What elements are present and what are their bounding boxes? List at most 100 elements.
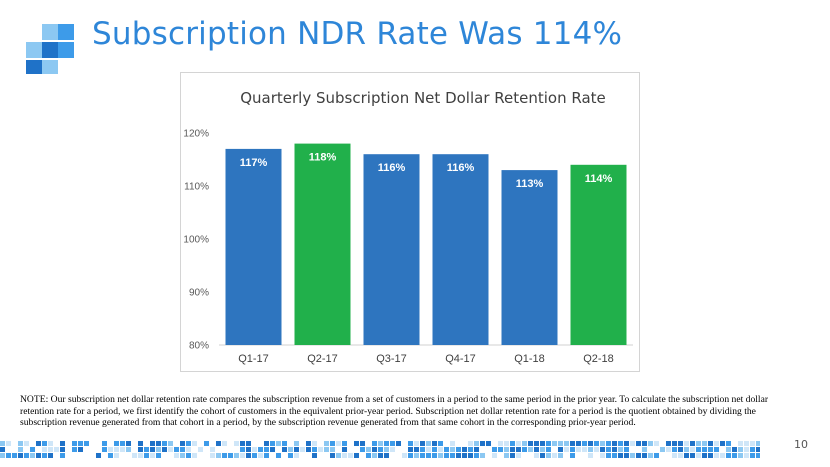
footer-square xyxy=(48,453,53,458)
footer-square xyxy=(492,453,497,458)
footer-square xyxy=(492,447,497,452)
footer-square xyxy=(324,441,329,446)
footer-square xyxy=(294,441,299,446)
x-tick-label: Q2-17 xyxy=(307,353,338,365)
footer-square xyxy=(24,453,29,458)
footer-square xyxy=(18,453,23,458)
footer-square xyxy=(378,447,383,452)
footer-square xyxy=(234,441,239,446)
footer-square xyxy=(60,453,65,458)
footer-square xyxy=(486,441,491,446)
footer-square xyxy=(744,447,749,452)
footer-square xyxy=(588,453,593,458)
footer-square xyxy=(102,447,107,452)
footer-square xyxy=(426,447,431,452)
footnote: NOTE: Our subscription net dollar retent… xyxy=(20,394,769,429)
footer-square xyxy=(480,453,485,458)
footer-square xyxy=(702,447,707,452)
footer-square xyxy=(594,441,599,446)
footer-square xyxy=(48,447,53,452)
footer-square xyxy=(114,453,119,458)
bar-q2-17 xyxy=(294,143,351,345)
footer-square xyxy=(702,441,707,446)
footer-square xyxy=(660,447,665,452)
footer-square xyxy=(696,441,701,446)
footer-square xyxy=(522,447,527,452)
footer-square xyxy=(138,447,143,452)
footer-square xyxy=(330,441,335,446)
footer-square xyxy=(234,453,239,458)
footer-square xyxy=(174,453,179,458)
footer-square xyxy=(540,447,545,452)
footer-square xyxy=(312,447,317,452)
footer-square xyxy=(402,453,407,458)
footer-square xyxy=(192,441,197,446)
footer-square xyxy=(126,441,131,446)
footer-square xyxy=(642,447,647,452)
footer-square xyxy=(198,447,203,452)
footer-square xyxy=(672,441,677,446)
footer-square xyxy=(270,441,275,446)
footer-square xyxy=(144,447,149,452)
footer-square xyxy=(642,453,647,458)
footer-square xyxy=(726,447,731,452)
footer-square xyxy=(612,447,617,452)
footer-square xyxy=(300,447,305,452)
footer-square xyxy=(420,453,425,458)
footer-square xyxy=(72,447,77,452)
footer-square xyxy=(408,441,413,446)
footer-square xyxy=(366,447,371,452)
footer-square xyxy=(6,441,11,446)
footer-square xyxy=(708,453,713,458)
footer-square xyxy=(732,453,737,458)
footer-square xyxy=(312,453,317,458)
footer-square xyxy=(168,447,173,452)
footer-square xyxy=(120,447,125,452)
footer-square xyxy=(714,447,719,452)
footer-square xyxy=(726,441,731,446)
footer-square xyxy=(468,447,473,452)
footer-square xyxy=(336,453,341,458)
footer-square xyxy=(678,441,683,446)
footer-square xyxy=(246,441,251,446)
footer-square xyxy=(192,453,197,458)
footer-square xyxy=(456,453,461,458)
footer-square xyxy=(408,447,413,452)
footer-square xyxy=(474,453,479,458)
footer-square xyxy=(438,441,443,446)
footer-square xyxy=(540,441,545,446)
x-tick-label: Q3-17 xyxy=(376,353,407,365)
footer-square xyxy=(180,447,185,452)
footer-square xyxy=(138,441,143,446)
footer-square xyxy=(522,441,527,446)
footer-square xyxy=(276,441,281,446)
footer-square xyxy=(648,453,653,458)
footer-square xyxy=(438,453,443,458)
footer-square xyxy=(372,453,377,458)
footer-square xyxy=(558,441,563,446)
footer-square xyxy=(426,453,431,458)
footer-square xyxy=(474,441,479,446)
footer-square xyxy=(102,441,107,446)
footer-square xyxy=(246,453,251,458)
footer-square xyxy=(126,447,131,452)
footer-square xyxy=(390,441,395,446)
company-logo xyxy=(26,24,74,74)
footer-square xyxy=(624,453,629,458)
footer-square xyxy=(678,453,683,458)
footer-square xyxy=(240,453,245,458)
footer-square xyxy=(78,447,83,452)
footer-square xyxy=(630,453,635,458)
footer-square xyxy=(270,447,275,452)
footer-square xyxy=(414,447,419,452)
footer-square xyxy=(12,453,17,458)
footer-square xyxy=(342,453,347,458)
footer-square xyxy=(78,441,83,446)
footer-square xyxy=(600,447,605,452)
y-tick-label: 110% xyxy=(184,182,209,193)
bar-q1-17 xyxy=(225,148,282,345)
footer-square xyxy=(24,441,29,446)
footer-square xyxy=(150,453,155,458)
bar-q3-17 xyxy=(363,154,420,345)
footer-square xyxy=(186,453,191,458)
